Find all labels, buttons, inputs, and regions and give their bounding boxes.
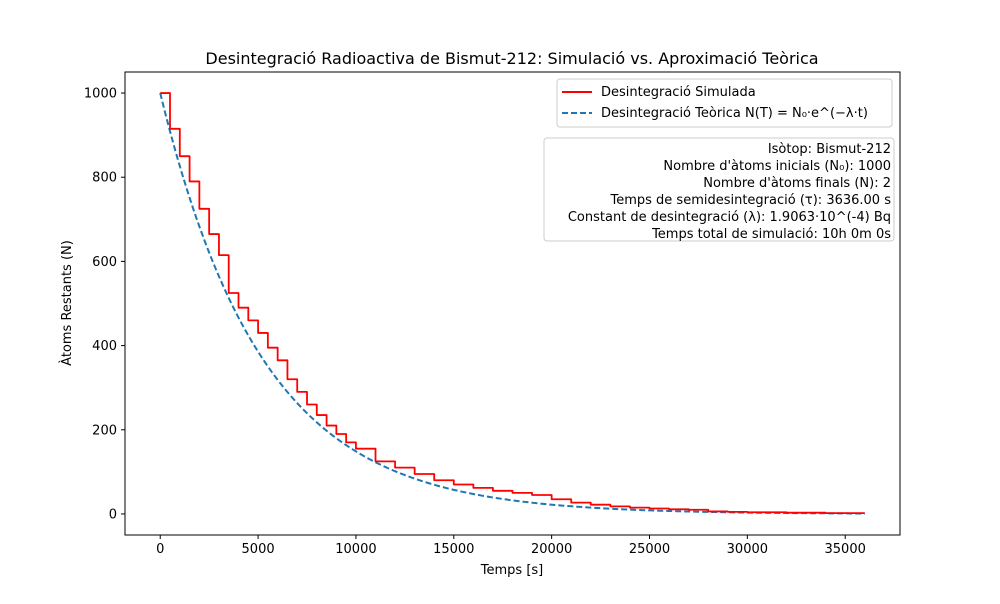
legend-label-simulated: Desintegració Simulada <box>601 85 756 100</box>
x-tick-label: 0 <box>156 542 164 557</box>
y-tick-label: 200 <box>92 423 117 438</box>
info-half-life: Temps de semidesintegració (τ): 3636.00 … <box>609 193 891 208</box>
info-final-atoms: Nombre d'àtoms finals (N): 2 <box>703 176 891 191</box>
info-initial-atoms: Nombre d'àtoms inicials (N₀): 1000 <box>663 159 891 174</box>
x-tick-label: 20000 <box>531 542 572 557</box>
x-tick-label: 15000 <box>433 542 474 557</box>
y-tick-label: 800 <box>92 171 117 186</box>
x-tick-label: 5000 <box>242 542 275 557</box>
y-tick-label: 400 <box>92 339 117 354</box>
info-annotation-box: Isòtop: Bismut-212 Nombre d'àtoms inicia… <box>543 137 895 242</box>
info-isotope: Isòtop: Bismut-212 <box>768 142 891 157</box>
plot-frame <box>124 71 901 536</box>
y-tick-label: 600 <box>92 255 117 270</box>
info-total-time: Temps total de simulació: 10h 0m 0s <box>651 227 891 242</box>
info-decay-constant: Constant de desintegració (λ): 1.9063·10… <box>568 210 891 225</box>
y-axis-label: Àtoms Restants (N) <box>59 240 75 366</box>
x-axis-ticks: 0 5000 10000 15000 20000 25000 30000 35000 <box>156 535 866 557</box>
legend-box <box>556 78 893 128</box>
info-box-frame <box>543 137 895 242</box>
x-tick-label: 35000 <box>825 542 866 557</box>
legend: Desintegració Simulada Desintegració Teò… <box>556 78 893 128</box>
legend-label-theoretical: Desintegració Teòrica N(T) = N₀·e^(−λ·t) <box>601 106 868 121</box>
chart-title: Desintegració Radioactiva de Bismut-212:… <box>205 49 818 68</box>
plot-series <box>159 92 865 515</box>
x-tick-label: 10000 <box>335 542 376 557</box>
y-tick-label: 1000 <box>84 87 117 102</box>
x-tick-label: 25000 <box>629 542 670 557</box>
y-axis-ticks: 0 200 400 600 800 1000 <box>84 87 125 522</box>
x-axis-label: Temps [s] <box>480 563 543 578</box>
series-line-simulated <box>160 92 865 515</box>
y-tick-label: 0 <box>109 507 117 522</box>
x-tick-label: 30000 <box>727 542 768 557</box>
